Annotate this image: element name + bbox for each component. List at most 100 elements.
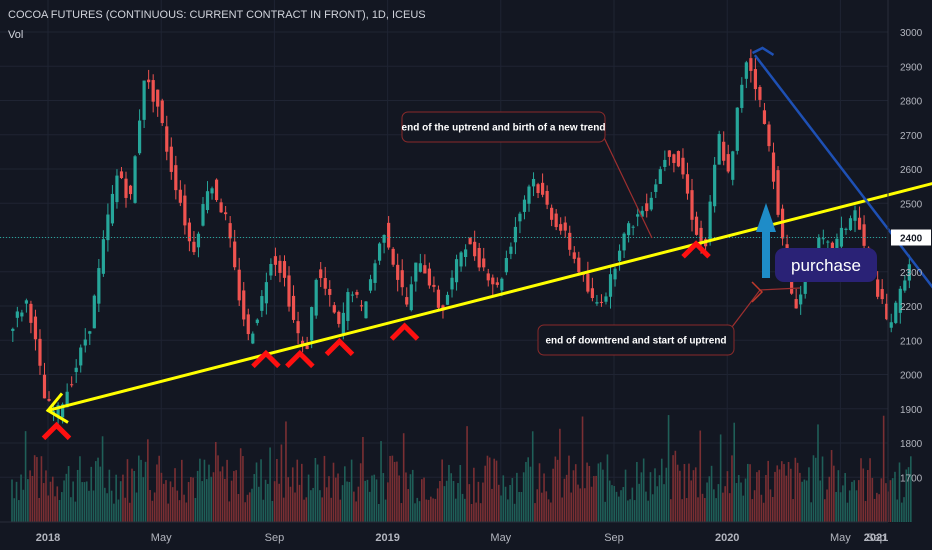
volume-bar (113, 503, 115, 522)
candle (106, 214, 110, 241)
volume-bar (611, 485, 613, 522)
volume-bar (11, 479, 13, 522)
volume-bar (690, 480, 693, 522)
candle (124, 178, 128, 198)
volume-bar (18, 500, 20, 522)
volume-bar (538, 463, 541, 522)
volume-bar (769, 489, 772, 522)
purchase-bubble (775, 248, 877, 282)
volume-bar (699, 430, 702, 522)
volume-bar (679, 470, 681, 522)
volume-bar (61, 492, 63, 522)
volume-bar (137, 455, 140, 522)
candle (590, 288, 594, 299)
volume-bar (910, 456, 912, 522)
volume-bar (441, 459, 443, 522)
candle (61, 404, 65, 418)
candle (740, 84, 744, 108)
purchase-arrow-head (756, 203, 776, 232)
grid (0, 0, 888, 522)
volume-bar (810, 502, 813, 522)
candle (246, 314, 250, 335)
volume-bar (108, 469, 111, 522)
candle (509, 246, 513, 254)
bounce-marker (681, 240, 711, 259)
candle (169, 146, 173, 172)
candle (196, 233, 201, 248)
candle (88, 331, 92, 334)
volume-bar (758, 470, 760, 522)
candle (844, 228, 848, 230)
volume-bar (823, 499, 826, 522)
y-tick-label: 1800 (900, 439, 923, 450)
volume-bar (269, 447, 271, 522)
volume-bar (799, 472, 801, 522)
candle (260, 296, 264, 311)
volume-bar (389, 455, 391, 522)
volume-bar (681, 499, 683, 522)
volume-bar (817, 424, 819, 522)
volume-bar (484, 465, 486, 522)
volume-bar (40, 456, 43, 522)
volume-bar (593, 476, 595, 522)
bounce-marker (285, 349, 315, 369)
volume-bar (491, 488, 493, 522)
volume-bar (183, 494, 185, 522)
volume-bar (380, 441, 382, 522)
volume-bar (353, 491, 355, 522)
volume-bar (156, 464, 158, 522)
volume-bar (131, 468, 133, 522)
volume-bar (783, 464, 785, 522)
volume-bar (418, 501, 421, 522)
volume-bar (848, 490, 851, 522)
candle (160, 100, 164, 124)
volume-bar (187, 482, 190, 522)
volume-bar (672, 455, 674, 522)
volume-bar (459, 464, 462, 522)
volume-bar (835, 491, 837, 522)
volume-bar (178, 500, 181, 522)
candle (319, 269, 323, 279)
candle (559, 224, 563, 231)
volume-bar (319, 490, 321, 522)
volume-bar (212, 472, 215, 522)
x-tick-label: 2018 (36, 532, 60, 544)
volume-bar (599, 462, 602, 522)
candle (839, 227, 844, 247)
candle (464, 249, 468, 258)
candle (880, 289, 884, 300)
volume-bar (251, 488, 253, 522)
volume-bar (647, 500, 649, 522)
volume-bar (219, 471, 222, 522)
candle (278, 260, 282, 273)
volume-bar (346, 481, 348, 522)
candle (174, 165, 178, 191)
volume-bar (620, 490, 622, 522)
annotation-uptrend-end: end of the uptrend and birth of a new tr… (402, 123, 606, 134)
candle (56, 405, 60, 417)
volume-bar (448, 464, 450, 522)
volume-bar (864, 501, 867, 522)
candle (287, 275, 291, 307)
candle (794, 299, 798, 309)
volume-bar (518, 491, 520, 522)
candle (762, 110, 767, 124)
volume-bar (790, 468, 792, 522)
volume-bar (776, 465, 779, 522)
volume-bar (771, 496, 774, 522)
candle (654, 184, 658, 192)
volume-bar (466, 426, 468, 522)
volume-bar (747, 463, 749, 522)
candle (83, 339, 87, 346)
volume-bar (337, 473, 339, 522)
volume-bar (434, 498, 437, 522)
uptrend-arrowhead (45, 392, 69, 424)
y-tick-label: 2300 (900, 268, 923, 279)
volume-bar (282, 497, 285, 522)
candle (92, 295, 96, 329)
volume-bar (344, 466, 346, 522)
volume-bar (296, 459, 299, 522)
candle (504, 258, 508, 273)
volume-bar (857, 480, 860, 522)
volume-bar (640, 472, 643, 522)
